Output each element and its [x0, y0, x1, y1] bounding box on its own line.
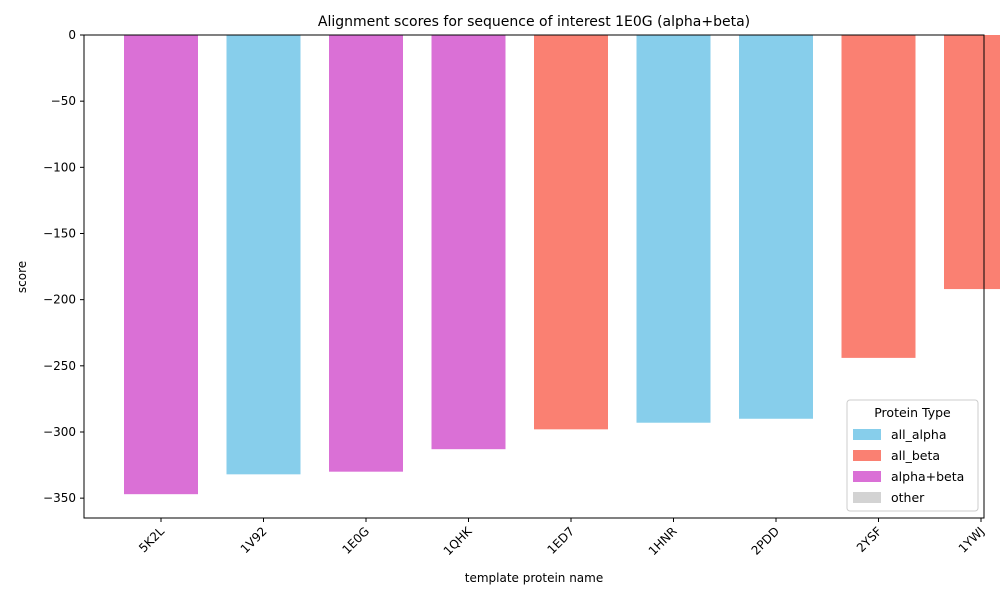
- bars-group: [124, 35, 1000, 495]
- x-tick-label-2YSF: 2YSF: [854, 524, 885, 555]
- x-tick-label-1YWJ: 1YWJ: [956, 524, 987, 555]
- legend-swatch-alpha+beta: [853, 471, 881, 482]
- x-axis-label: template protein name: [465, 571, 604, 585]
- bar-1ED7: [534, 35, 608, 430]
- x-tick-label-1HNR: 1HNR: [646, 524, 680, 558]
- legend-entry-alpha+beta: alpha+beta: [891, 469, 964, 484]
- x-tick-label-1E0G: 1E0G: [339, 524, 372, 557]
- x-axis: 5K2L 1V92 1E0G 1QHK 1ED7 1HNR 2PDD 2YSF 1YWJ: [136, 518, 987, 558]
- x-tick-label-2PDD: 2PDD: [749, 524, 782, 557]
- x-tick-label-1QHK: 1QHK: [441, 523, 476, 558]
- legend-entry-all_beta: all_beta: [891, 448, 940, 463]
- legend: Protein Type all_alpha all_beta alpha+beta o…: [846, 399, 979, 512]
- x-tick-label-5K2L: 5K2L: [136, 524, 167, 555]
- x-tick-label-1ED7: 1ED7: [545, 524, 578, 557]
- legend-box: [846, 399, 979, 512]
- legend-title: Protein Type: [874, 405, 951, 420]
- bar-1V92: [226, 35, 301, 475]
- bar-1QHK: [431, 35, 506, 450]
- x-tick-label-1V92: 1V92: [238, 524, 270, 556]
- legend-swatch-other: [853, 492, 881, 503]
- y-tick-label: −350: [43, 491, 76, 505]
- chart-title: Alignment scores for sequence of interes…: [318, 14, 750, 30]
- y-axis-label: score: [15, 261, 29, 293]
- bar-2PDD: [739, 35, 813, 419]
- y-tick-label: −250: [43, 359, 76, 373]
- y-tick-label: 0: [68, 28, 76, 42]
- legend-swatch-all_alpha: [853, 429, 881, 440]
- y-tick-label: −200: [43, 293, 76, 307]
- bar-1HNR: [636, 35, 711, 423]
- legend-swatch-all_beta: [853, 450, 881, 461]
- y-tick-label: −150: [43, 226, 76, 240]
- bar-1E0G: [329, 35, 403, 472]
- bar-2YSF: [841, 35, 916, 358]
- legend-entry-other: other: [891, 490, 925, 505]
- plot-frame: [83, 34, 985, 519]
- bar-1YWJ: [944, 35, 1000, 290]
- y-tick-label: −300: [43, 425, 76, 439]
- y-tick-label: −50: [51, 94, 76, 108]
- bar-5K2L: [124, 35, 198, 495]
- legend-entry-all_alpha: all_alpha: [891, 427, 947, 442]
- y-tick-label: −100: [43, 160, 76, 174]
- y-axis: 0 −50 −100 −150 −200 −250 −300 −350: [43, 28, 84, 505]
